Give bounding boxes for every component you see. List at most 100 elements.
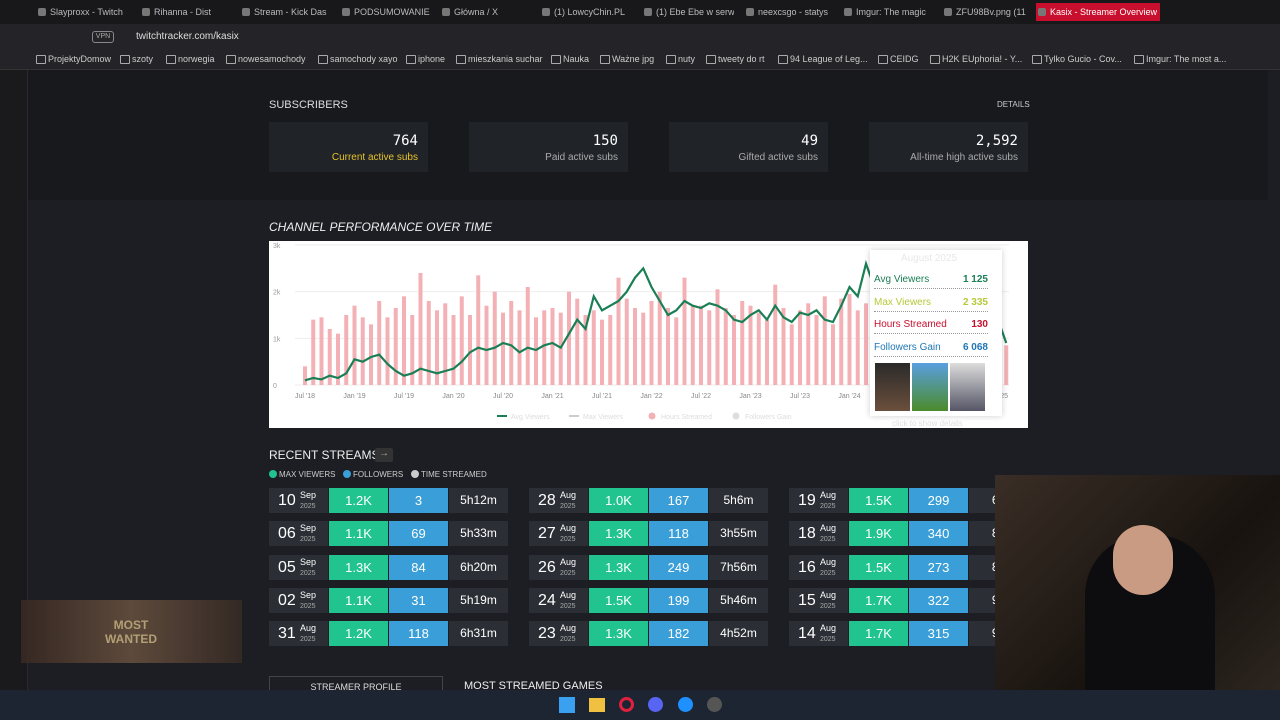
bar: [426, 301, 431, 385]
x-tick-label: Jan '22: [640, 393, 662, 400]
bookmark[interactable]: iphone: [406, 54, 445, 64]
tab[interactable]: ZFU98Bv.png (11: [942, 3, 1030, 21]
tab[interactable]: (1) LowcyChin.PL: [540, 3, 632, 21]
date-month: Aug: [820, 623, 837, 634]
tooltip-label: Avg Viewers: [874, 274, 930, 285]
tab-bar: Slayproxx - Twitch Rihanna - Dist Stream -…: [0, 0, 1280, 24]
stream-date: 18 Aug 2025: [789, 521, 848, 547]
date-year: 2025: [560, 602, 576, 610]
url[interactable]: twitchtracker.com/kasix: [136, 31, 239, 42]
date-year: 2025: [560, 569, 576, 577]
date-year: 2025: [820, 536, 836, 544]
sub-label: Gifted active subs: [738, 152, 818, 163]
bar: [624, 298, 629, 385]
bookmark[interactable]: norwegia: [166, 54, 215, 64]
bookmark[interactable]: ProjektyDomow: [36, 54, 111, 64]
bar: [327, 329, 332, 385]
start-icon[interactable]: [559, 697, 575, 713]
tooltip: August 2025 Avg Viewers 1 125 Max Viewers 2…: [870, 250, 1002, 416]
bookmark[interactable]: samochody xayo: [318, 54, 398, 64]
time-streamed: 5h6m: [709, 488, 768, 513]
tab[interactable]: Slayproxx - Twitch: [36, 3, 131, 21]
bookmark[interactable]: Imgur: The most a...: [1134, 54, 1226, 64]
bookmark[interactable]: 94 League of Leg...: [778, 54, 868, 64]
bookmark[interactable]: H2K EUphoria! - Y...: [930, 54, 1022, 64]
opera-icon[interactable]: [619, 697, 634, 712]
tab[interactable]: neexcsgo - statys: [744, 3, 832, 21]
x-tick-label: Jul '19: [394, 393, 414, 400]
bottom-tab[interactable]: STREAMER PROFILE: [269, 676, 443, 690]
discord-icon[interactable]: [648, 697, 663, 712]
bookmark[interactable]: szoty: [120, 54, 153, 64]
sub-card: 764 Current active subs: [269, 122, 428, 172]
bar: [352, 305, 357, 385]
followers: 340: [909, 521, 968, 547]
bar: [567, 291, 571, 385]
followers: 199: [649, 587, 708, 613]
stream-date: 14 Aug 2025: [789, 621, 848, 647]
stream-date: 24 Aug 2025: [529, 587, 588, 613]
section-title: CHANNEL PERFORMANCE OVER TIME: [269, 220, 493, 234]
time-streamed: 5h33m: [449, 521, 508, 547]
time-streamed: 6h31m: [449, 621, 508, 647]
max-viewers: 1.1K: [329, 521, 388, 547]
bar: [476, 275, 481, 385]
bar: [732, 315, 736, 385]
bookmark[interactable]: CEIDG: [878, 54, 919, 64]
tooltip-row: Followers Gain 6 068: [874, 337, 988, 357]
y-tick-label: 2k: [273, 290, 281, 297]
sub-value: 150: [592, 133, 618, 149]
bookmark[interactable]: Nauka: [551, 54, 589, 64]
bar: [765, 319, 769, 385]
tab[interactable]: Rihanna - Dist: [140, 3, 225, 21]
tab[interactable]: (1) Ebe Ebe w serw: [642, 3, 734, 21]
bookmark[interactable]: mieszkania suchar: [456, 54, 543, 64]
app-icon[interactable]: [707, 697, 722, 712]
date-month: Sep: [300, 556, 317, 567]
followers: 31: [389, 587, 448, 613]
bar: [459, 296, 464, 385]
tooltip-row: Max Viewers 2 335: [874, 292, 988, 312]
sub-label: All-time high active subs: [910, 152, 1018, 163]
game-thumb: [912, 363, 948, 411]
bookmark[interactable]: tweety do rt: [706, 54, 765, 64]
sub-value: 49: [801, 133, 818, 149]
bar: [385, 317, 390, 385]
legend-swatch: [732, 412, 740, 420]
date-year: 2025: [300, 536, 316, 544]
bar: [418, 273, 423, 385]
date-day: 15: [798, 591, 816, 609]
x-tick-label: Jan '19: [343, 393, 365, 400]
x-tick-label: Jan '21: [541, 393, 563, 400]
bottom-tab[interactable]: MOST STREAMED GAMES: [464, 680, 603, 690]
tab[interactable]: PODSUMOWANIE: [340, 3, 430, 21]
max-viewers: 1.5K: [849, 488, 908, 513]
bookmark[interactable]: nowesamochody: [226, 54, 306, 64]
tab[interactable]: Główna / X: [440, 3, 530, 21]
date-month: Aug: [560, 623, 577, 634]
bar: [501, 312, 505, 385]
followers: 118: [389, 621, 448, 647]
date-month: Aug: [820, 490, 837, 500]
followers: 3: [389, 488, 448, 513]
vpn-badge[interactable]: VPN: [92, 31, 114, 43]
explorer-icon[interactable]: [589, 698, 605, 712]
details-link[interactable]: DETAILS: [997, 100, 1030, 109]
arrow-button[interactable]: →: [375, 448, 393, 462]
tooltip-row: Avg Viewers 1 125: [874, 269, 988, 289]
date-month: Aug: [820, 589, 837, 600]
date-day: 31: [278, 625, 296, 643]
tab[interactable]: Imgur: The magic: [842, 3, 932, 21]
bar: [657, 291, 662, 385]
messenger-icon[interactable]: [678, 697, 693, 712]
bar: [855, 310, 860, 385]
followers: 273: [909, 554, 968, 580]
bookmark[interactable]: Ważne jpg: [600, 54, 654, 64]
bookmark[interactable]: nuty: [666, 54, 695, 64]
tab[interactable]: Stream - Kick Das: [240, 3, 330, 21]
bookmark[interactable]: Tylko Gucio - Cov...: [1032, 54, 1122, 64]
date-day: 19: [798, 492, 816, 509]
date-day: 23: [538, 625, 556, 643]
tab[interactable]: Kasix - Streamer Overview: [1036, 3, 1160, 21]
